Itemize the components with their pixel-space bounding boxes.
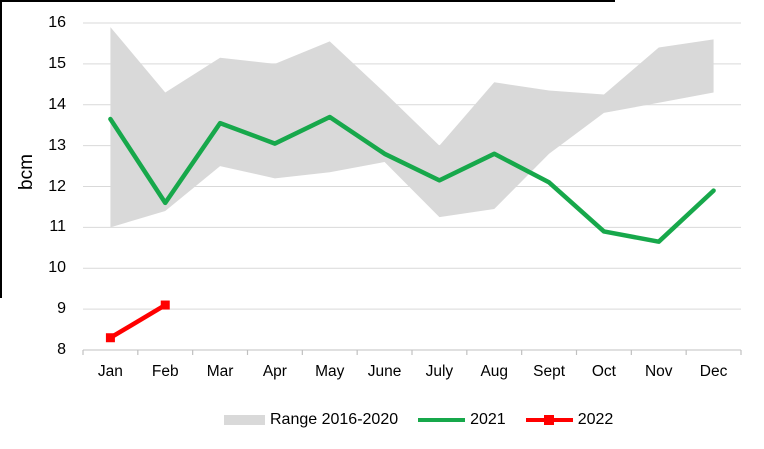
legend-item-2021: 2021 — [418, 411, 506, 429]
x-tick-label: Apr — [262, 363, 287, 380]
series-2022-line — [109, 303, 167, 340]
x-tick-label: Feb — [151, 363, 179, 380]
series-2022-marker — [160, 300, 170, 310]
series-2021-line — [108, 114, 716, 244]
x-tick-label: Nov — [644, 363, 673, 380]
legend-label-range: Range 2016-2020 — [270, 411, 399, 428]
legend-swatch-range — [224, 415, 265, 425]
window-edge-top — [0, 0, 615, 2]
series-2022-marker — [105, 333, 115, 343]
legend-label-2022: 2022 — [577, 411, 614, 428]
y-tick-label: 10 — [48, 259, 66, 277]
legend-swatch-2022-marker — [544, 415, 555, 425]
legend-item-range: Range 2016-2020 — [224, 411, 398, 429]
window-edge-left — [0, 0, 2, 298]
x-tick-label: May — [315, 363, 345, 380]
legend-swatch-2022 — [525, 415, 573, 425]
legend-item-2022: 2022 — [525, 411, 614, 429]
x-tick-label: July — [425, 363, 454, 380]
y-tick-label: 12 — [48, 177, 66, 195]
legend-label-2021: 2021 — [470, 411, 506, 428]
legend: Range 2016-2020 2021 2022 — [224, 408, 613, 432]
y-tick-label: 9 — [57, 300, 66, 318]
x-tick-label: Mar — [206, 363, 234, 380]
y-tick-label: 15 — [48, 54, 66, 72]
y-tick-label: 13 — [48, 136, 66, 154]
x-tick-label: Sept — [533, 363, 566, 380]
x-tick-label: Dec — [699, 363, 728, 380]
x-tick-label: Aug — [480, 363, 509, 380]
y-tick-label: 8 — [57, 341, 66, 358]
y-tick-label: 14 — [48, 95, 66, 113]
range-band — [110, 27, 714, 228]
y-tick-label: 11 — [49, 218, 66, 236]
legend-swatch-2021 — [418, 417, 466, 423]
y-tick-label: 16 — [48, 14, 66, 31]
x-tick-label: June — [367, 363, 402, 380]
x-tick-label: Oct — [591, 363, 616, 380]
x-tick-label: Jan — [97, 363, 123, 380]
